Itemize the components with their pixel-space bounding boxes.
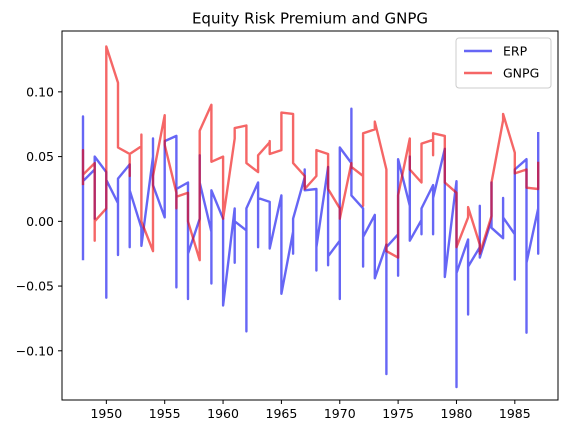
- chart-title: Equity Risk Premium and GNPG: [192, 10, 428, 28]
- plot-area: [81, 45, 540, 389]
- x-tick-label: 1975: [382, 406, 414, 421]
- series-line-erp: [81, 107, 540, 389]
- y-tick-label: −0.10: [16, 343, 54, 358]
- legend-label-gnpg: GNPG: [503, 66, 539, 81]
- axes-frame: [61, 30, 559, 401]
- legend: ERP GNPG: [455, 37, 552, 89]
- x-tick-label: 1980: [441, 406, 473, 421]
- x-tick-label: 1960: [207, 406, 239, 421]
- x-axis: 1950 1955 1960 1965 1970 1975 1980 1985: [90, 400, 531, 421]
- y-tick-label: −0.05: [16, 279, 54, 294]
- series-line-gnpg: [81, 45, 540, 262]
- x-tick-label: 1985: [499, 406, 531, 421]
- y-tick-label: 0.05: [26, 149, 54, 164]
- x-tick-label: 1955: [149, 406, 181, 421]
- x-tick-label: 1970: [324, 406, 356, 421]
- y-tick-label: 0.00: [26, 214, 54, 229]
- y-tick-label: 0.10: [26, 84, 54, 99]
- x-tick-label: 1950: [90, 406, 122, 421]
- x-tick-label: 1965: [266, 406, 298, 421]
- legend-label-erp: ERP: [503, 44, 528, 59]
- y-axis: −0.10 −0.05 0.00 0.05 0.10: [16, 84, 62, 358]
